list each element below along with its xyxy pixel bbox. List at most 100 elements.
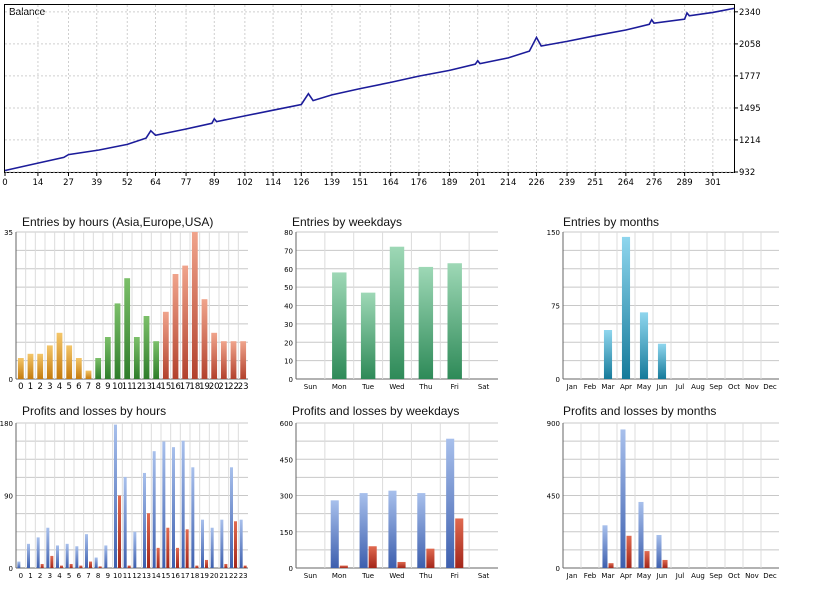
profits-losses-by-weekdays-x-tick-label: Tue: [361, 572, 374, 580]
entries-by-months-x-tick-label: Aug: [691, 383, 705, 391]
entries-by-hours-x-tick-label: 8: [95, 382, 100, 392]
balance-x-tick-label: 102: [237, 178, 253, 188]
profits-losses-by-hours-profit-bar: [65, 543, 69, 568]
entries-by-months-y-tick-label: 75: [551, 303, 560, 311]
profits-losses-by-hours-x-tick-label: 10: [113, 572, 122, 580]
entries-by-hours-x-tick-label: 17: [180, 382, 191, 392]
balance-x-tick-label: 239: [559, 178, 575, 188]
profits-losses-by-hours-x-tick-label: 6: [77, 572, 82, 580]
profits-losses-by-months-x-tick-label: Mar: [601, 572, 614, 580]
profits-losses-by-months-y-tick-label: 0: [556, 565, 560, 573]
entries-by-months-y-tick-label: 150: [547, 229, 560, 237]
entries-by-hours-bar: [153, 341, 160, 379]
profits-losses-by-hours-y-tick-label: 90: [4, 493, 13, 501]
entries-by-months-bar: [657, 343, 667, 379]
profits-losses-by-months-loss-bar: [662, 559, 668, 568]
balance-x-tick-label: 126: [293, 178, 309, 188]
profits-losses-by-months-profit-bar: [602, 525, 608, 568]
profits-losses-by-hours-x-tick-label: 1: [28, 572, 32, 580]
profits-losses-by-months-x-tick-label: Nov: [745, 572, 759, 580]
entries-by-hours-bar: [124, 278, 131, 379]
balance-x-tick-label: 164: [383, 178, 399, 188]
profits-losses-by-months-x-tick-label: Apr: [620, 572, 632, 580]
entries-by-hours-x-tick-label: 1: [28, 382, 33, 392]
entries-by-months-x-tick-label: Mar: [601, 383, 614, 391]
entries-by-months-x-tick-label: May: [637, 383, 651, 391]
entries-by-hours-bar: [104, 337, 111, 379]
profits-losses-by-hours-loss-bar: [40, 563, 44, 568]
entries-by-months-title: Entries by months: [563, 215, 659, 229]
profits-losses-by-weekdays-y-tick-label: 0: [289, 565, 293, 573]
entries-by-hours-x-tick-label: 7: [86, 382, 91, 392]
entries-by-hours-bar: [162, 311, 169, 379]
profits-losses-by-hours-profit-bar: [94, 557, 98, 568]
profits-losses-by-weekdays-x-tick-label: Fri: [451, 572, 459, 580]
profits-losses-by-hours-title: Profits and losses by hours: [22, 404, 166, 418]
entries-by-weekdays-x-tick-label: Mon: [332, 383, 347, 391]
entries-by-weekdays-x-tick-label: Sat: [478, 383, 490, 391]
profits-losses-by-months-profit-bar: [656, 534, 662, 568]
entries-by-hours-x-tick-label: 20: [209, 382, 220, 392]
profits-losses-by-hours-x-tick-label: 15: [161, 572, 170, 580]
entries-by-hours-x-tick-label: 16: [170, 382, 181, 392]
entries-by-hours-x-tick-label: 21: [218, 382, 229, 392]
balance-x-tick-label: 264: [618, 178, 634, 188]
profits-losses-by-weekdays-loss-bar: [339, 565, 348, 568]
balance-grid: [5, 5, 734, 173]
entries-by-months-bar: [639, 312, 649, 379]
balance-x-tick-label: 201: [470, 178, 486, 188]
profits-losses-by-weekdays-chart: Profits and losses by weekdays 0 150 300 450…: [280, 404, 498, 580]
balance-y-tick-label: 932: [739, 168, 755, 178]
entries-by-weekdays-chart: Entries by weekdays 0 10 20 30 40 50 60 70 80 Sun M…: [284, 215, 498, 391]
profits-losses-by-hours-loss-bar: [79, 565, 83, 568]
profits-losses-by-months-title: Profits and losses by months: [563, 404, 716, 418]
entries-by-hours-bar: [191, 232, 198, 379]
entries-by-hours-bar: [230, 341, 237, 379]
profits-losses-by-weekdays-loss-bar: [397, 561, 406, 568]
profits-losses-by-weekdays-x-tick-label: Sun: [304, 572, 317, 580]
profits-losses-by-hours-loss-bar: [50, 555, 54, 568]
profits-losses-by-hours-loss-bar: [60, 565, 63, 568]
profits-losses-by-hours-profit-bar: [239, 519, 243, 568]
balance-x-tick-label: 176: [411, 178, 427, 188]
entries-by-hours-x-tick-label: 22: [228, 382, 239, 392]
balance-x-tick-label: 151: [352, 178, 368, 188]
profits-losses-by-hours-x-tick-label: 23: [239, 572, 248, 580]
balance-x-axis: 0 14 27 39 52 64 77 89 102 114 126 139 151 164 176 189 2…: [2, 172, 721, 188]
entries-by-weekdays-x-tick-label: Tue: [361, 383, 374, 391]
profits-losses-by-months-x-tick-label: Jan: [566, 572, 578, 580]
entries-by-hours-bar: [240, 341, 247, 379]
profits-losses-by-hours-profit-bar: [152, 451, 156, 568]
entries-by-months-bar: [621, 236, 631, 379]
balance-x-tick-label: 77: [181, 178, 192, 188]
balance-x-tick-label: 39: [91, 178, 102, 188]
entries-by-hours-x-tick-label: 14: [151, 382, 162, 392]
profits-losses-by-hours-x-tick-label: 0: [19, 572, 23, 580]
balance-y-tick-label: 2058: [739, 40, 761, 50]
profits-losses-by-hours-profit-bar: [201, 519, 204, 568]
profits-losses-by-hours-loss-bar: [243, 565, 247, 568]
entries-by-hours-bar: [95, 358, 102, 379]
balance-x-tick-label: 139: [324, 178, 340, 188]
entries-by-hours-bar: [220, 341, 227, 379]
entries-by-months-x-tick-label: Apr: [620, 383, 632, 391]
entries-by-hours-x-tick-label: 0: [18, 382, 23, 392]
profits-losses-by-weekdays-profit-bar: [388, 490, 397, 568]
balance-x-tick-label: 251: [587, 178, 603, 188]
entries-by-hours-x-tick-label: 4: [57, 382, 62, 392]
profits-losses-by-weekdays-x-tick-label: Sat: [478, 572, 490, 580]
profits-losses-by-hours-profit-bar: [220, 519, 224, 568]
entries-by-hours-x-tick-label: 10: [112, 382, 123, 392]
profits-losses-by-hours-loss-bar: [156, 547, 160, 568]
profits-losses-by-months-profit-bar: [638, 501, 644, 568]
balance-x-tick-label: 301: [705, 178, 721, 188]
entries-by-hours-x-tick-label: 3: [47, 382, 52, 392]
profits-losses-by-hours-profit-bar: [36, 537, 40, 568]
entries-by-hours-bar: [143, 316, 150, 379]
profits-losses-by-hours-loss-bar: [147, 513, 150, 568]
entries-by-weekdays-bar: [332, 272, 347, 379]
profits-losses-by-weekdays-y-tick-label: 450: [280, 456, 293, 464]
profits-losses-by-hours-profit-bar: [210, 527, 214, 568]
